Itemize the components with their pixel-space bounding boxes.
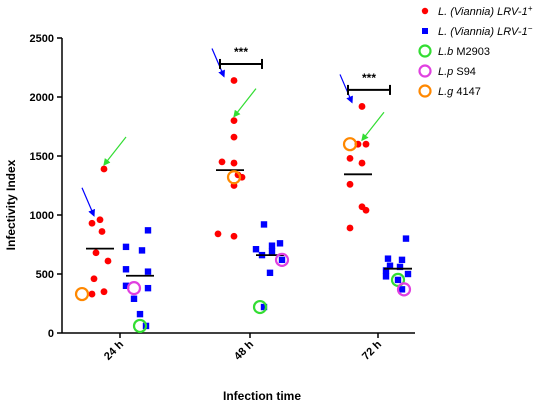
- y-tick-label: 2500: [30, 33, 54, 45]
- point-lrv-positive: [88, 219, 96, 227]
- x-tick-label: 72 h: [360, 338, 384, 362]
- y-tick-label: 0: [48, 328, 54, 340]
- point-lrv-positive: [88, 290, 96, 298]
- point-lrv-negative: [278, 256, 286, 264]
- point-lrv-negative: [268, 242, 276, 249]
- legend: L. (Viannia) LRV-1+ L. (Viannia) LRV-1− L.…: [418, 4, 533, 98]
- annotation-arrow: [211, 48, 225, 78]
- point-lrv-positive: [230, 77, 238, 84]
- point-lrv-negative: [402, 235, 410, 242]
- y-tick-label: 500: [36, 269, 54, 281]
- point-lrv-negative: [396, 263, 404, 271]
- point-lrv-negative: [398, 256, 406, 264]
- x-axis-title: Infection time: [223, 389, 301, 403]
- strain-highlight-ring: [252, 299, 268, 315]
- y-axis-title: Infectivity Index: [4, 159, 18, 250]
- point-lrv-negative: [404, 270, 412, 278]
- point-lrv-negative: [136, 310, 144, 318]
- point-lrv-negative: [398, 286, 406, 293]
- y-tick-label: 1000: [30, 210, 54, 222]
- annotation-arrow: [361, 111, 385, 142]
- point-lrv-negative: [260, 221, 268, 228]
- strain-highlight-ring: [74, 286, 90, 302]
- point-lrv-negative: [252, 246, 260, 253]
- strain-highlight-ring: [226, 170, 242, 185]
- point-lrv-negative: [268, 248, 276, 255]
- point-lrv-positive: [90, 275, 98, 283]
- annotation-arrow: [233, 88, 257, 118]
- y-tick-label: 1500: [30, 151, 54, 163]
- point-lrv-negative: [144, 227, 152, 234]
- point-lrv-positive: [362, 206, 370, 214]
- data-marks: *** ***: [74, 45, 412, 334]
- point-lrv-positive: [230, 133, 238, 141]
- point-lrv-positive: [346, 154, 354, 162]
- legend-marker-lrv-positive: [421, 7, 429, 15]
- point-lrv-positive: [362, 140, 370, 148]
- annotation-arrow: [103, 136, 127, 166]
- point-lrv-positive: [230, 117, 238, 124]
- point-lrv-negative: [386, 262, 394, 269]
- significance-label: ***: [362, 71, 376, 85]
- point-lrv-positive: [346, 224, 354, 232]
- point-lrv-negative: [382, 273, 390, 280]
- point-lrv-positive: [214, 230, 222, 238]
- y-tick-label: 2000: [30, 92, 54, 104]
- point-lrv-positive: [98, 228, 106, 235]
- legend-marker-lrv-negative: [422, 28, 428, 34]
- strain-highlight-ring: [274, 252, 290, 267]
- point-lrv-negative: [266, 269, 274, 277]
- annotation-arrow: [339, 74, 353, 104]
- legend-label: L.g 4147: [438, 86, 481, 98]
- point-lrv-positive: [230, 232, 238, 240]
- point-lrv-negative: [394, 276, 402, 284]
- point-lrv-negative: [138, 247, 146, 254]
- point-lrv-negative: [144, 268, 152, 275]
- point-lrv-positive: [100, 165, 108, 173]
- point-lrv-negative: [260, 303, 268, 311]
- point-lrv-negative: [144, 284, 152, 292]
- point-lrv-positive: [230, 159, 238, 167]
- point-lrv-negative: [382, 267, 390, 274]
- strain-highlight-ring: [342, 137, 358, 152]
- point-lrv-negative: [130, 295, 138, 302]
- point-lrv-negative: [276, 240, 284, 247]
- point-lrv-positive: [358, 103, 366, 110]
- legend-label: L. (Viannia) LRV-1−: [438, 24, 533, 38]
- point-lrv-positive: [358, 159, 366, 167]
- point-lrv-negative: [384, 255, 392, 262]
- legend-ring-2: [418, 84, 432, 98]
- legend-ring-1: [418, 64, 432, 78]
- point-lrv-positive: [100, 288, 108, 296]
- strain-highlight-ring: [132, 318, 148, 334]
- legend-label: L.p S94: [438, 66, 476, 78]
- significance-label: ***: [234, 45, 248, 59]
- point-lrv-positive: [218, 158, 226, 166]
- annotation-arrow: [81, 187, 95, 217]
- point-lrv-positive: [96, 216, 104, 224]
- point-lrv-positive: [346, 180, 354, 188]
- point-lrv-negative: [122, 266, 130, 273]
- point-lrv-negative: [122, 282, 130, 289]
- axes: 0 500 1000 1500 2000 2500 24 h 48 h 72 h: [30, 33, 415, 363]
- point-lrv-positive: [104, 257, 112, 265]
- legend-label: L.b M2903: [438, 46, 490, 58]
- strain-highlight-ring: [396, 282, 412, 297]
- x-tick-label: 24 h: [102, 338, 126, 362]
- legend-ring-0: [418, 44, 432, 58]
- point-lrv-positive: [92, 249, 100, 257]
- legend-label: L. (Viannia) LRV-1+: [438, 4, 533, 18]
- point-lrv-negative: [122, 243, 130, 251]
- x-tick-label: 48 h: [232, 338, 256, 362]
- strain-highlight-ring: [126, 281, 142, 296]
